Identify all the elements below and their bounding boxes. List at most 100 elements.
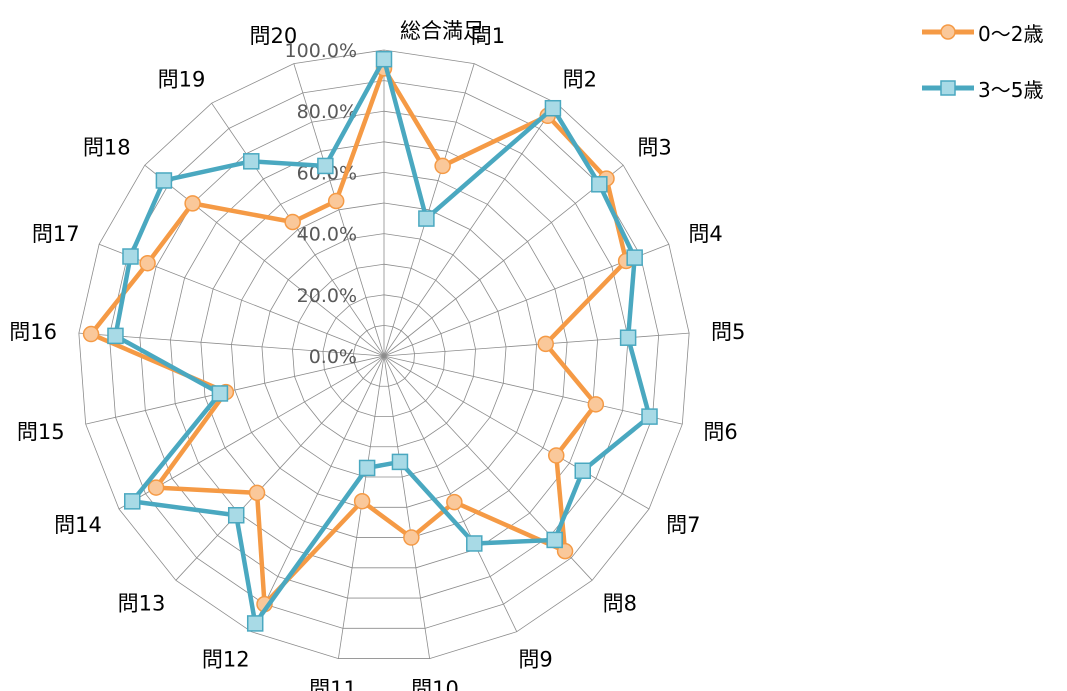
category-label: 問19: [158, 67, 206, 91]
grid-ring: [261, 233, 507, 478]
category-label: 問8: [603, 591, 637, 615]
radar-grid: [78, 49, 690, 659]
grid-spoke: [175, 355, 385, 581]
legend: 0～2歳 3～5歳: [920, 16, 1043, 128]
data-point: [147, 479, 165, 496]
data-point: [358, 459, 376, 477]
grid-ring: [200, 171, 568, 538]
data-point: [434, 157, 451, 175]
tick-label: 0.0%: [309, 346, 357, 368]
data-point: [248, 484, 266, 502]
grid-spoke: [383, 355, 518, 632]
category-label: 問15: [17, 420, 65, 444]
grid-spoke: [144, 164, 385, 357]
grid-spoke: [78, 332, 385, 357]
category-labels: 問1 問2 問3 問4 問5 問6 問7 問8 問9 問10 問11 問12 問13 問14 問15 問16 問…: [9, 19, 745, 691]
series-group: [82, 50, 658, 632]
data-point: [466, 535, 483, 552]
grid-spoke: [250, 355, 385, 632]
category-label: 問2: [563, 67, 597, 91]
grid-spoke: [383, 355, 650, 510]
grid-ring: [169, 141, 599, 569]
grid-spoke: [383, 63, 475, 357]
legend-label-series-1: 0～2歳: [978, 21, 1044, 46]
tick-label: 20.0%: [297, 285, 357, 307]
legend-item-series-2: 3～5歳: [920, 72, 1043, 104]
grid-spoke: [383, 164, 624, 357]
grid-spoke: [85, 355, 385, 425]
data-point: [243, 153, 260, 170]
series-2: [107, 50, 658, 632]
grid-ring: [322, 294, 446, 417]
grid-ring: [78, 49, 690, 659]
data-point: [537, 335, 554, 353]
series-line: [113, 56, 652, 626]
grid-spoke: [293, 63, 385, 357]
category-label: 問9: [518, 648, 552, 672]
tick-label: 40.0%: [297, 224, 357, 246]
data-point: [544, 99, 562, 117]
legend-item-series-1: 0～2歳: [920, 16, 1043, 48]
data-point: [82, 325, 100, 343]
grid-ring: [231, 202, 537, 508]
grid-spoke: [383, 102, 557, 357]
category-label: 問5: [711, 320, 745, 344]
grid-spoke: [383, 355, 431, 659]
legend-label-series-2: 3～5歳: [978, 77, 1044, 102]
data-point: [139, 254, 156, 272]
category-label: 問10: [411, 677, 459, 691]
data-point: [327, 192, 345, 210]
grid-ring: [108, 80, 660, 629]
category-label: 問18: [83, 136, 131, 160]
category-label: 問7: [666, 513, 700, 537]
radial-tick-labels: 0.0%20.0%40.0%60.0%80.0%100.0%: [285, 40, 357, 368]
data-point: [546, 531, 563, 549]
data-point: [403, 529, 420, 546]
data-point: [591, 176, 608, 193]
legend-marker-square: [922, 80, 974, 96]
data-point: [587, 396, 605, 413]
category-label: 問4: [688, 222, 722, 246]
category-label: 問1: [471, 24, 505, 48]
grid-ring: [292, 263, 476, 448]
data-point: [184, 195, 201, 212]
data-point: [122, 248, 139, 265]
data-point: [284, 213, 301, 231]
data-point: [619, 329, 637, 346]
grid-spoke: [383, 332, 690, 357]
data-point: [548, 447, 565, 464]
data-point: [211, 385, 229, 402]
data-point: [446, 493, 463, 511]
category-label: 問12: [202, 648, 250, 672]
data-point: [246, 615, 264, 632]
grid-spoke: [211, 102, 385, 357]
tick-label: 100.0%: [285, 40, 357, 62]
category-label: 問11: [309, 677, 357, 691]
grid-ring: [353, 324, 415, 387]
grid-spoke: [383, 355, 683, 425]
category-label: 問16: [9, 320, 57, 344]
category-label: 問17: [32, 222, 80, 246]
data-point: [317, 157, 334, 175]
data-point: [107, 327, 124, 345]
category-label: 問13: [118, 591, 166, 615]
legend-marker-circle: [922, 24, 974, 40]
category-label: 問6: [703, 420, 737, 444]
data-point: [574, 462, 592, 479]
data-point: [391, 453, 409, 471]
data-point: [375, 50, 393, 68]
data-point: [123, 493, 141, 510]
data-point: [641, 408, 658, 425]
category-label: 問14: [54, 513, 102, 537]
grid-ring: [139, 110, 629, 599]
data-point: [227, 507, 245, 524]
category-label: 問3: [637, 136, 671, 160]
category-label: 問20: [249, 24, 297, 48]
data-point: [626, 249, 643, 266]
tick-label: 80.0%: [297, 101, 357, 123]
data-point: [155, 172, 173, 189]
category-label: 総合満足: [400, 19, 484, 43]
data-point: [353, 492, 371, 510]
series-line: [88, 66, 629, 607]
